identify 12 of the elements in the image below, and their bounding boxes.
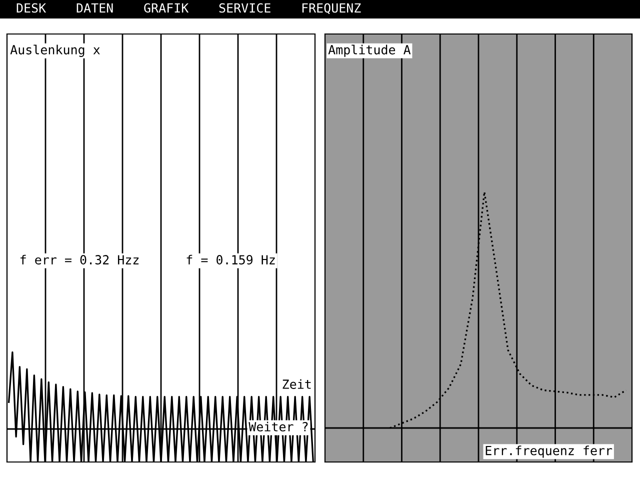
chart-title: Amplitude A — [328, 44, 411, 57]
text: GRAFIK — [144, 3, 189, 13]
text: SERVICE — [219, 3, 270, 13]
text: FREQUENZ — [302, 3, 361, 14]
chart-title: Auslenkung x — [10, 44, 100, 57]
text: DATEN — [76, 3, 113, 12]
text: f = 0.159 Hz — [186, 254, 275, 264]
text: f err = 0.32 Hzz — [20, 254, 139, 264]
x-axis-title: Zeit — [282, 379, 311, 389]
text: DESK — [16, 3, 46, 13]
annotation: Weiter ? — [248, 422, 308, 432]
x-axis-title: Err.frequenz ferr — [486, 446, 612, 458]
